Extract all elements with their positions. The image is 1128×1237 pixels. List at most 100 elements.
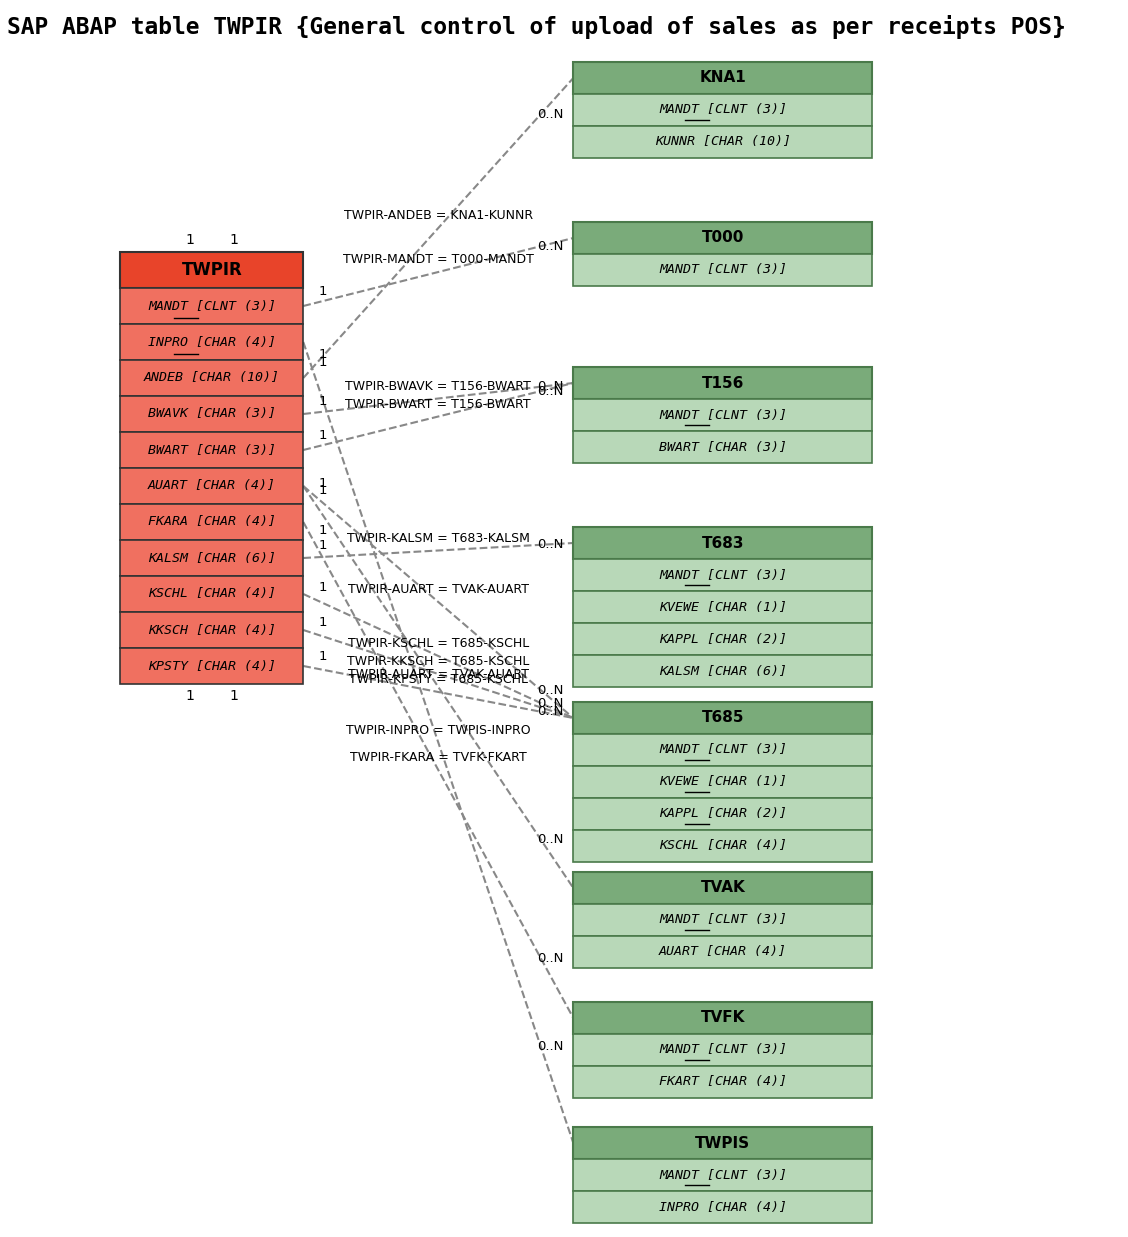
FancyBboxPatch shape [573, 734, 872, 766]
FancyBboxPatch shape [573, 430, 872, 463]
Text: 0..N: 0..N [537, 108, 563, 120]
Text: 1: 1 [185, 233, 194, 247]
Text: 1: 1 [318, 429, 327, 443]
Text: 0..N: 0..N [537, 705, 563, 719]
Text: SAP ABAP table TWPIR {General control of upload of sales as per receipts POS}: SAP ABAP table TWPIR {General control of… [7, 15, 1066, 40]
Text: 0..N: 0..N [537, 684, 563, 696]
Text: MANDT [CLNT (3)]: MANDT [CLNT (3)] [659, 743, 787, 757]
Text: MANDT [CLNT (3)]: MANDT [CLNT (3)] [659, 1044, 787, 1056]
FancyBboxPatch shape [121, 612, 303, 648]
FancyBboxPatch shape [573, 254, 872, 286]
Text: MANDT [CLNT (3)]: MANDT [CLNT (3)] [659, 408, 787, 422]
FancyBboxPatch shape [573, 221, 872, 254]
Text: FKART [CHAR (4)]: FKART [CHAR (4)] [659, 1075, 787, 1089]
Text: 0..N: 0..N [537, 1040, 563, 1054]
Text: KUNNR [CHAR (10)]: KUNNR [CHAR (10)] [655, 136, 791, 148]
Text: 0..N: 0..N [537, 834, 563, 846]
Text: MANDT [CLNT (3)]: MANDT [CLNT (3)] [659, 104, 787, 116]
Text: 0..N: 0..N [537, 240, 563, 252]
FancyBboxPatch shape [573, 1002, 872, 1034]
Text: KPSTY [CHAR (4)]: KPSTY [CHAR (4)] [148, 659, 276, 673]
Text: BWAVK [CHAR (3)]: BWAVK [CHAR (3)] [148, 407, 276, 421]
Text: 1: 1 [318, 581, 327, 594]
FancyBboxPatch shape [121, 288, 303, 324]
FancyBboxPatch shape [573, 904, 872, 936]
Text: BWART [CHAR (3)]: BWART [CHAR (3)] [659, 440, 787, 454]
FancyBboxPatch shape [121, 503, 303, 541]
FancyBboxPatch shape [121, 252, 303, 288]
FancyBboxPatch shape [573, 872, 872, 904]
Text: TWPIR-KSCHL = T685-KSCHL: TWPIR-KSCHL = T685-KSCHL [347, 637, 529, 649]
Text: KKSCH [CHAR (4)]: KKSCH [CHAR (4)] [148, 623, 276, 637]
Text: INPRO [CHAR (4)]: INPRO [CHAR (4)] [659, 1200, 787, 1213]
Text: 1: 1 [318, 395, 327, 408]
Text: 1: 1 [185, 689, 194, 703]
Text: KAPPL [CHAR (2)]: KAPPL [CHAR (2)] [659, 632, 787, 646]
Text: TVFK: TVFK [700, 1011, 746, 1025]
Text: TWPIR-KKSCH = T685-KSCHL: TWPIR-KKSCH = T685-KSCHL [347, 656, 529, 668]
Text: 0..N: 0..N [537, 696, 563, 710]
FancyBboxPatch shape [573, 400, 872, 430]
Text: TWPIR-BWART = T156-BWART: TWPIR-BWART = T156-BWART [345, 397, 531, 411]
Text: 1: 1 [318, 539, 327, 553]
Text: TWPIS: TWPIS [695, 1136, 750, 1150]
FancyBboxPatch shape [573, 591, 872, 623]
Text: ANDEB [CHAR (10)]: ANDEB [CHAR (10)] [144, 371, 280, 385]
Text: TWPIR-AUART = TVAK-AUART: TWPIR-AUART = TVAK-AUART [347, 668, 529, 682]
FancyBboxPatch shape [573, 1191, 872, 1223]
Text: TWPIR-FKARA = TVFK-FKART: TWPIR-FKARA = TVFK-FKART [350, 751, 527, 764]
FancyBboxPatch shape [573, 367, 872, 400]
Text: 0..N: 0..N [537, 380, 563, 393]
Text: KALSM [CHAR (6)]: KALSM [CHAR (6)] [148, 552, 276, 564]
FancyBboxPatch shape [573, 94, 872, 126]
FancyBboxPatch shape [573, 1034, 872, 1066]
Text: T000: T000 [702, 230, 744, 245]
FancyBboxPatch shape [573, 527, 872, 559]
Text: KVEWE [CHAR (1)]: KVEWE [CHAR (1)] [659, 776, 787, 788]
FancyBboxPatch shape [121, 396, 303, 432]
FancyBboxPatch shape [573, 559, 872, 591]
FancyBboxPatch shape [121, 541, 303, 576]
FancyBboxPatch shape [573, 936, 872, 969]
Text: MANDT [CLNT (3)]: MANDT [CLNT (3)] [148, 299, 276, 313]
FancyBboxPatch shape [121, 648, 303, 684]
FancyBboxPatch shape [573, 1066, 872, 1098]
FancyBboxPatch shape [573, 623, 872, 656]
Text: TWPIR-MANDT = T000-MANDT: TWPIR-MANDT = T000-MANDT [343, 254, 534, 266]
Text: KALSM [CHAR (6)]: KALSM [CHAR (6)] [659, 664, 787, 678]
Text: 1: 1 [318, 523, 327, 537]
FancyBboxPatch shape [573, 1159, 872, 1191]
FancyBboxPatch shape [121, 324, 303, 360]
FancyBboxPatch shape [121, 576, 303, 612]
Text: AUART [CHAR (4)]: AUART [CHAR (4)] [148, 480, 276, 492]
Text: BWART [CHAR (3)]: BWART [CHAR (3)] [148, 444, 276, 456]
Text: TWPIR-KPSTY = T685-KSCHL: TWPIR-KPSTY = T685-KSCHL [349, 673, 528, 687]
Text: MANDT [CLNT (3)]: MANDT [CLNT (3)] [659, 1169, 787, 1181]
Text: KNA1: KNA1 [699, 71, 747, 85]
Text: 1: 1 [318, 477, 327, 490]
FancyBboxPatch shape [121, 432, 303, 468]
Text: 1: 1 [318, 286, 327, 298]
Text: TWPIR-INPRO = TWPIS-INPRO: TWPIR-INPRO = TWPIS-INPRO [346, 724, 530, 736]
FancyBboxPatch shape [573, 703, 872, 734]
Text: AUART [CHAR (4)]: AUART [CHAR (4)] [659, 945, 787, 959]
FancyBboxPatch shape [573, 766, 872, 798]
Text: MANDT [CLNT (3)]: MANDT [CLNT (3)] [659, 569, 787, 581]
FancyBboxPatch shape [573, 62, 872, 94]
Text: TWPIR-KALSM = T683-KALSM: TWPIR-KALSM = T683-KALSM [346, 532, 530, 544]
Text: 0..N: 0..N [537, 385, 563, 397]
Text: TVAK: TVAK [700, 881, 746, 896]
Text: 1: 1 [318, 651, 327, 663]
Text: TWPIR-ANDEB = KNA1-KUNNR: TWPIR-ANDEB = KNA1-KUNNR [344, 209, 532, 221]
Text: T685: T685 [702, 710, 744, 725]
Text: KSCHL [CHAR (4)]: KSCHL [CHAR (4)] [148, 588, 276, 600]
Text: MANDT [CLNT (3)]: MANDT [CLNT (3)] [659, 263, 787, 277]
Text: TWPIR-BWAVK = T156-BWART: TWPIR-BWAVK = T156-BWART [345, 380, 531, 392]
FancyBboxPatch shape [121, 468, 303, 503]
Text: 1: 1 [229, 689, 238, 703]
Text: KSCHL [CHAR (4)]: KSCHL [CHAR (4)] [659, 840, 787, 852]
Text: FKARA [CHAR (4)]: FKARA [CHAR (4)] [148, 516, 276, 528]
FancyBboxPatch shape [573, 1127, 872, 1159]
Text: KVEWE [CHAR (1)]: KVEWE [CHAR (1)] [659, 600, 787, 614]
Text: 1: 1 [318, 484, 327, 497]
